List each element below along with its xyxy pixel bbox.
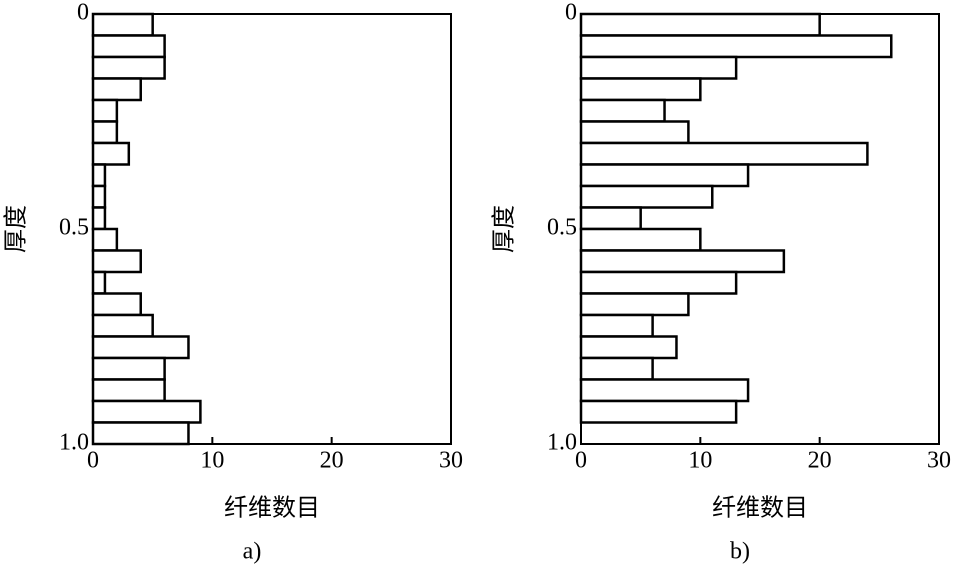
bar: [91, 421, 190, 446]
bar: [91, 184, 107, 209]
bar: [91, 120, 119, 145]
bar: [579, 356, 654, 381]
y-tick-label: 1.0: [59, 430, 89, 456]
bar: [579, 141, 869, 166]
bar: [579, 292, 690, 317]
bar: [579, 55, 738, 80]
y-tick-label: 1.0: [547, 430, 577, 456]
bar: [91, 163, 107, 188]
bar: [579, 34, 893, 59]
bar: [91, 356, 166, 381]
bar: [91, 378, 166, 403]
x-tick-label: 30: [927, 448, 951, 474]
bar: [579, 335, 678, 360]
y-tick-label: 0.5: [59, 215, 89, 241]
bar: [91, 313, 154, 338]
bar: [91, 270, 107, 295]
bar: [579, 399, 738, 424]
bar: [579, 120, 690, 145]
x-tick-label: 20: [320, 448, 344, 474]
bar: [91, 292, 142, 317]
x-tick-label: 30: [439, 448, 463, 474]
bar: [91, 249, 142, 274]
bar: [579, 184, 714, 209]
x-tick-label: 20: [808, 448, 832, 474]
bar: [579, 163, 750, 188]
x-tick-label: 10: [200, 448, 224, 474]
bar: [579, 98, 666, 123]
bar: [91, 98, 119, 123]
bar: [91, 55, 166, 80]
bar: [91, 227, 119, 252]
bar: [91, 141, 131, 166]
bar: [91, 206, 107, 231]
x-axis-label: 纤维数目: [224, 495, 320, 522]
bar: [91, 77, 142, 102]
x-tick-label: 10: [688, 448, 712, 474]
bar: [579, 313, 654, 338]
bar: [91, 335, 190, 360]
bar: [579, 227, 702, 252]
caption: a): [243, 539, 262, 565]
y-axis-label: 厚度: [3, 205, 30, 253]
bar: [579, 249, 786, 274]
bar: [91, 399, 202, 424]
x-axis-label: 纤维数目: [712, 495, 808, 522]
y-axis-label: 厚度: [491, 205, 518, 253]
bar: [91, 12, 154, 37]
caption: b): [730, 539, 750, 565]
bar: [579, 206, 642, 231]
x-tick-label: 0: [575, 448, 587, 474]
bar: [91, 34, 166, 59]
bar: [579, 270, 738, 295]
bar: [579, 77, 702, 102]
y-tick-label: 0.5: [547, 215, 577, 241]
y-tick-label: 0: [565, 0, 577, 26]
bar: [579, 12, 821, 37]
bar: [579, 378, 750, 403]
x-tick-label: 0: [87, 448, 99, 474]
y-tick-label: 0: [77, 0, 89, 26]
